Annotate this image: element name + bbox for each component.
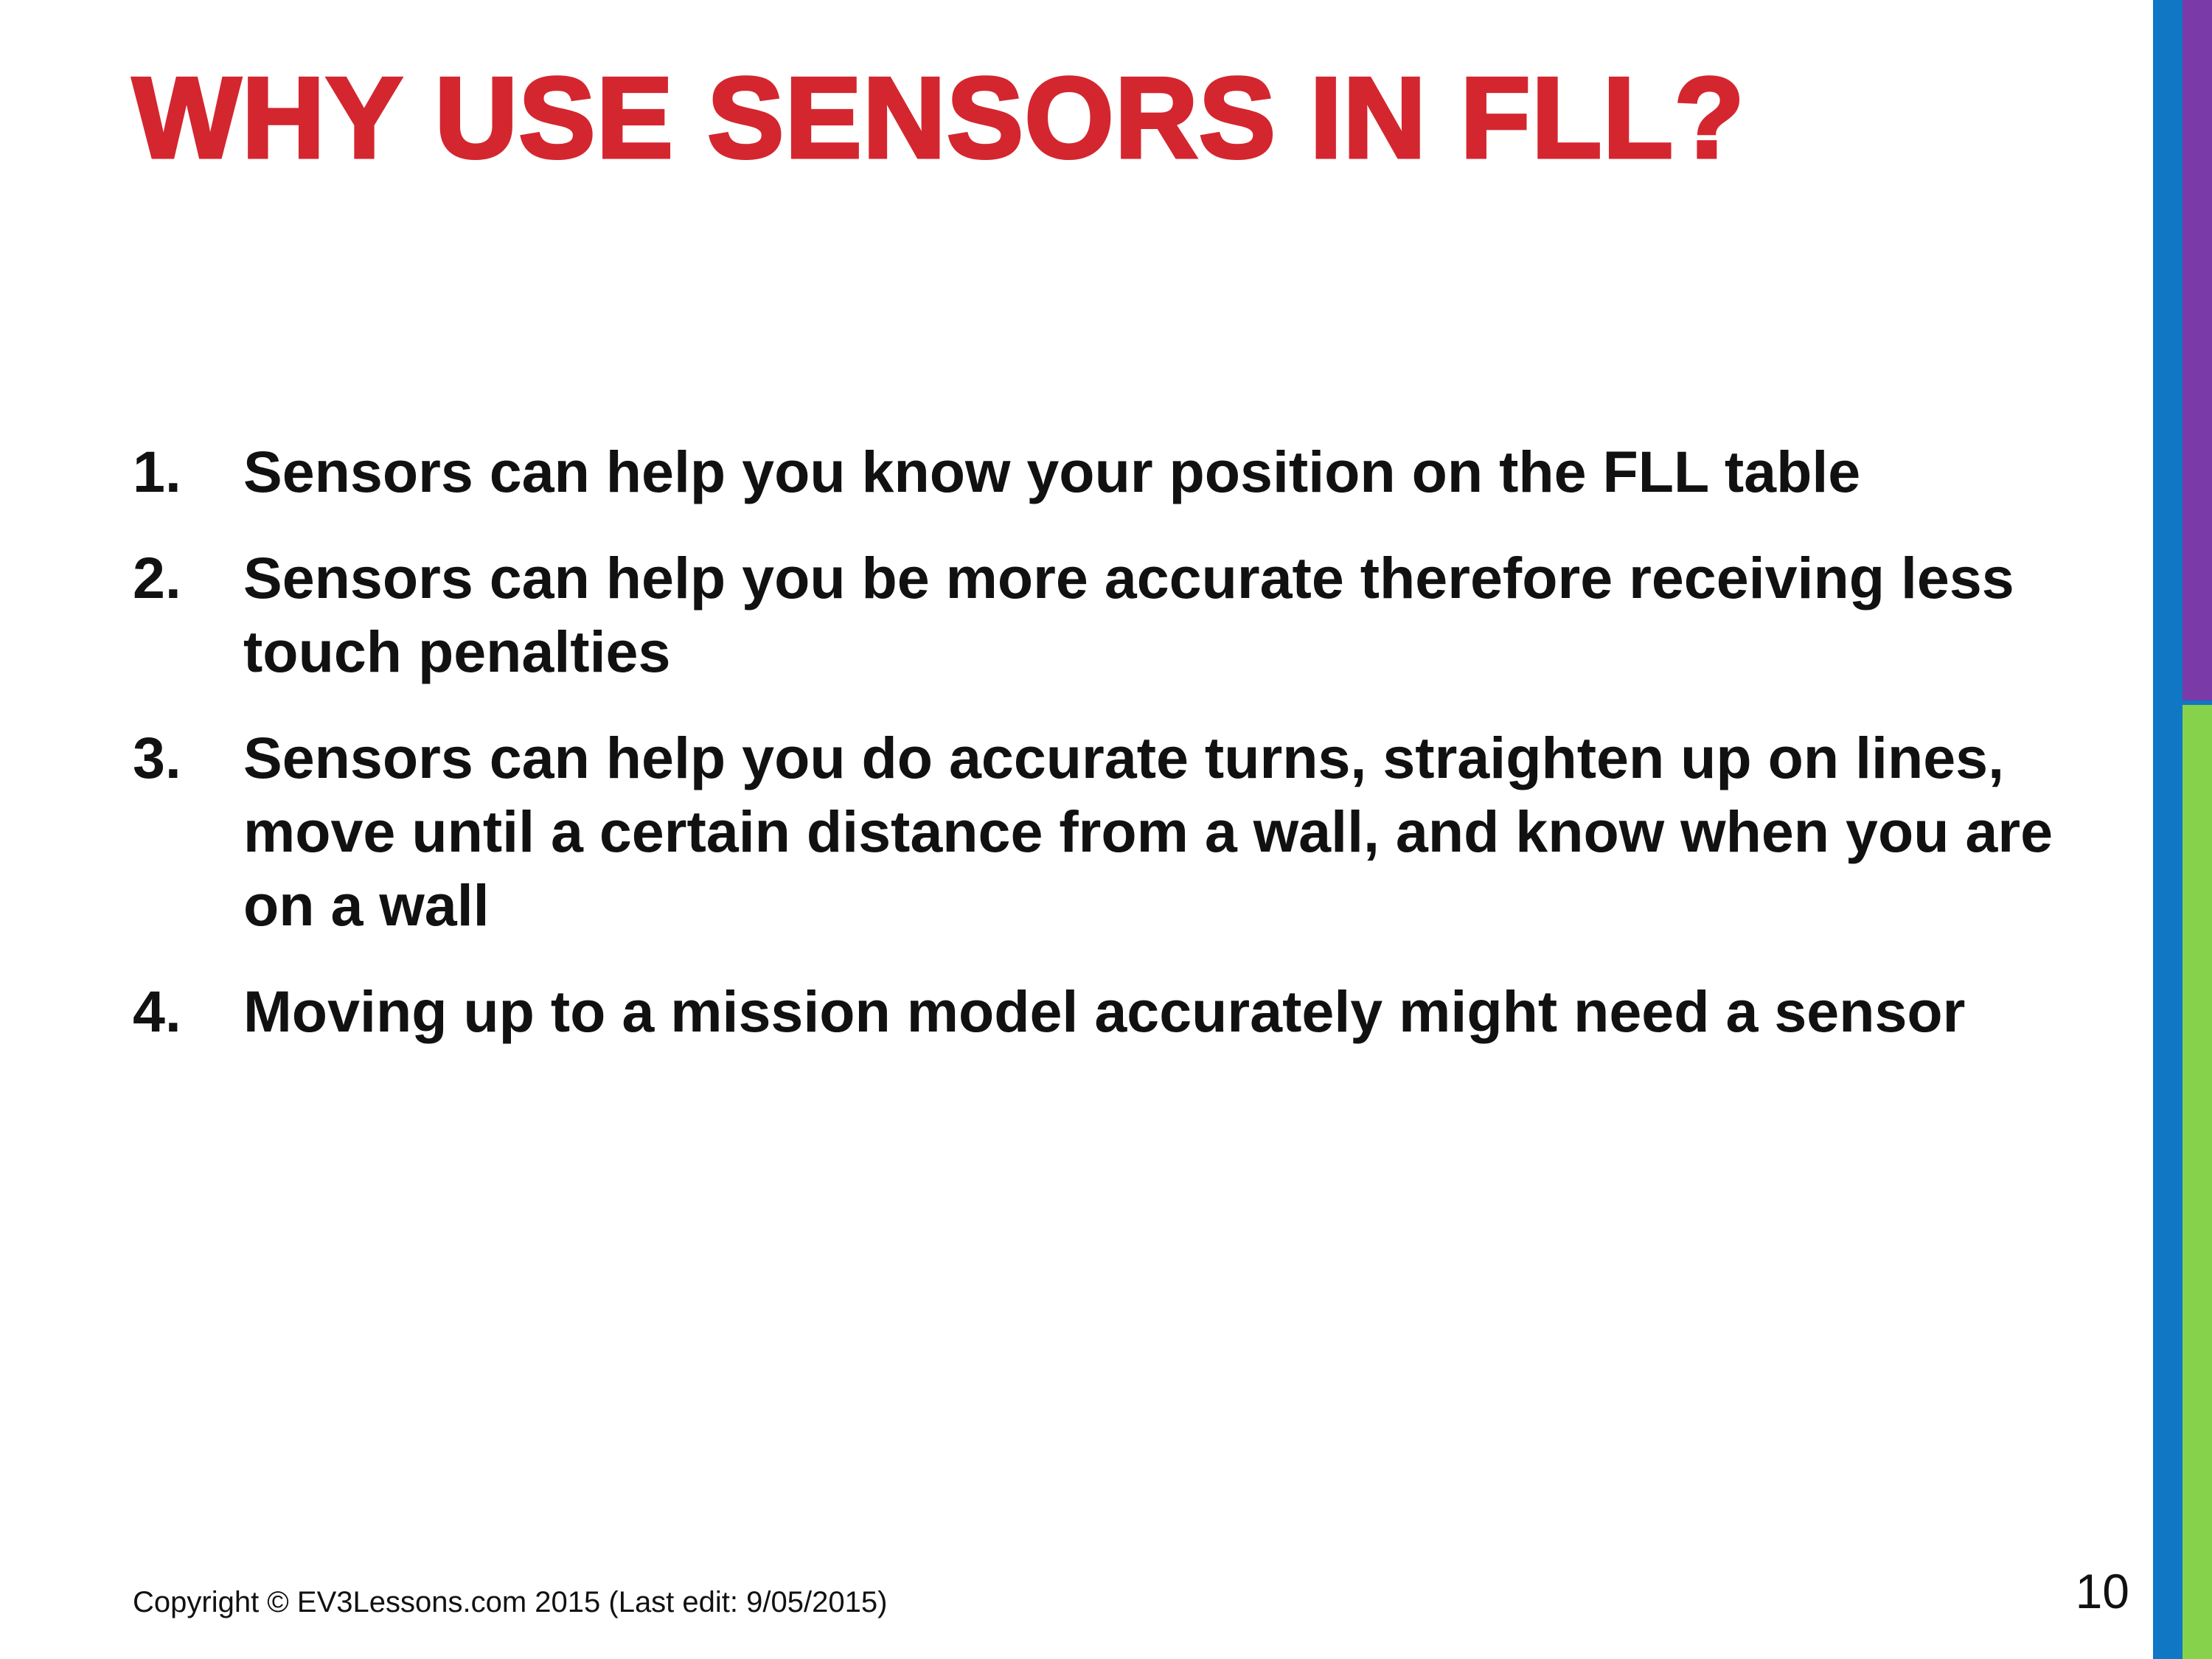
list-item: 3. Sensors can help you do accurate turn… [133,721,2079,942]
slide-title: WHY USE SENSORS IN FLL? [131,52,1746,184]
list-item-number: 4. [133,978,181,1044]
list-item-number: 3. [133,725,181,790]
page-number: 10 [2075,1564,2129,1618]
copyright-footer: Copyright © EV3Lessons.com 2015 (Last ed… [133,1586,888,1618]
list-item: 4. Moving up to a mission model accurate… [133,975,2079,1048]
list-item-text: Moving up to a mission model accurately … [243,978,1966,1044]
side-bar-purple [2183,0,2212,700]
list-item-text: Sensors can help you be more accurate th… [243,545,2014,684]
list-item: 1. Sensors can help you know your positi… [133,435,2079,509]
numbered-list: 1. Sensors can help you know your positi… [133,435,2079,1081]
list-item-text: Sensors can help you do accurate turns, … [243,725,2053,938]
list-item-text: Sensors can help you know your position … [243,439,1861,504]
list-item-number: 1. [133,439,181,504]
list-item: 2. Sensors can help you be more accurate… [133,541,2079,689]
list-item-number: 2. [133,545,181,611]
side-bar-green [2183,705,2212,1659]
